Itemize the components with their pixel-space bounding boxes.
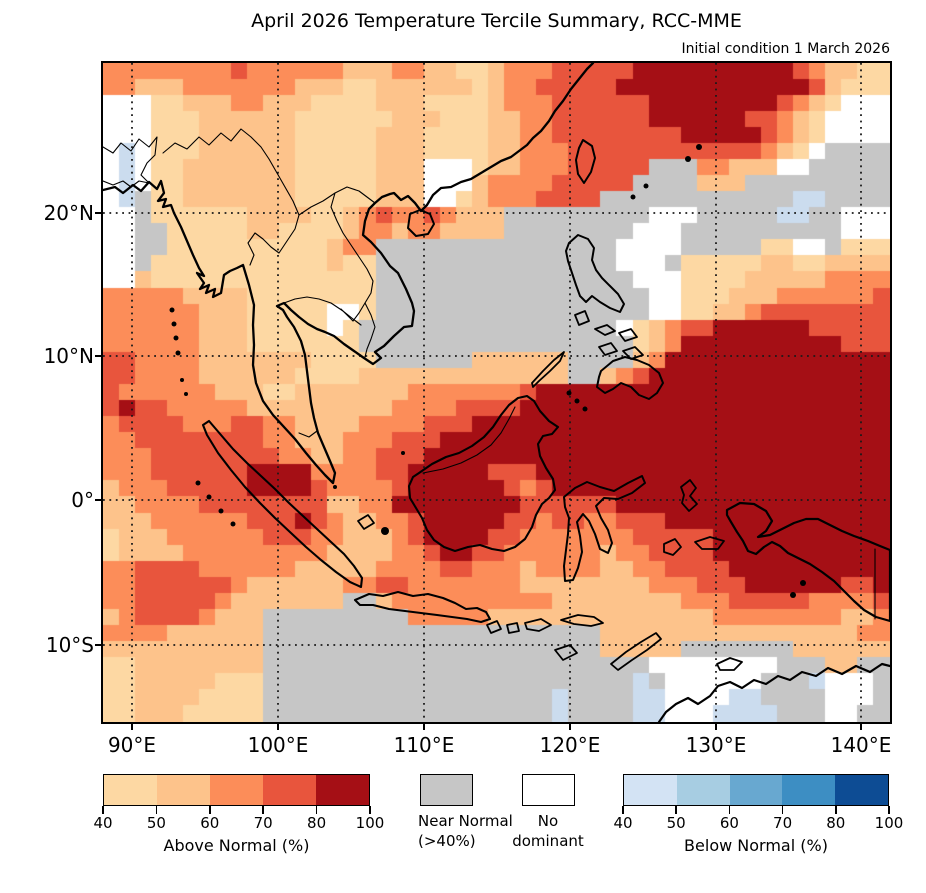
colorbar-tick-label: 50: [666, 814, 686, 832]
colorbar-tick: [675, 806, 677, 814]
colorbar-tick: [102, 806, 104, 814]
axis-tick: [131, 724, 133, 730]
near-normal-label-line1: Near Normal: [418, 812, 513, 830]
colorbar-tick-label: 80: [826, 814, 846, 832]
x-tick-label-1: 100°E: [247, 733, 309, 757]
below-normal-colorbar: [623, 774, 889, 806]
coastline-java: [353, 590, 492, 624]
axis-tick: [95, 644, 101, 646]
coastline-flores: [560, 614, 604, 627]
colorbar-tick: [369, 806, 371, 814]
colorbar-tick-label: 50: [146, 814, 166, 832]
coastline-borneo: [407, 394, 560, 553]
legend-below-normal: 40 50 60 70 80 100 Below Normal (%): [613, 774, 903, 855]
y-tick-label-2: 0°: [71, 488, 94, 512]
axis-tick: [423, 724, 425, 730]
near-normal-label-line2: (>40%): [418, 832, 476, 850]
coastline-mainland-asia: [103, 63, 595, 485]
no-dominant-swatch: [522, 774, 575, 806]
colorbar-tick-label: 60: [719, 814, 739, 832]
map-area: [101, 61, 892, 724]
colorbar-segment-2: [729, 775, 783, 805]
colorbar-tick-label: 70: [253, 814, 273, 832]
no-dominant-label-line2: dominant: [512, 832, 584, 850]
x-tick-label-2: 110°E: [393, 733, 455, 757]
axis-tick: [569, 724, 571, 730]
map-overlay: [103, 63, 890, 722]
colorbar-tick: [209, 806, 211, 814]
axis-tick: [95, 355, 101, 357]
colorbar-tick-label: 40: [93, 814, 113, 832]
coastline-mindoro: [574, 310, 590, 326]
figure-title: April 2026 Temperature Tercile Summary, …: [251, 10, 742, 32]
coastline-bangka-belitung: [357, 514, 375, 530]
coastline-timor: [610, 632, 662, 671]
y-tick-label-1: 10°N: [43, 344, 94, 368]
island-dots: [169, 144, 806, 598]
axis-tick: [277, 724, 279, 730]
coastline-seram: [694, 536, 725, 550]
y-tick-label-0: 20°N: [43, 201, 94, 225]
colorbar-tick: [728, 806, 731, 814]
country-borders: [103, 128, 876, 620]
colorbar-segment-1: [157, 775, 210, 805]
colorbar-segment-2: [210, 775, 263, 805]
colorbar-tick: [262, 806, 264, 814]
x-tick-label-3: 120°E: [539, 733, 601, 757]
colorbar-segment-3: [263, 775, 316, 805]
coastlines: [103, 63, 890, 722]
colorbar-tick-label: 100: [874, 814, 904, 832]
figure-subtitle: Initial condition 1 March 2026: [681, 41, 890, 57]
colorbar-tick: [835, 806, 837, 814]
colorbar-segment-4: [835, 775, 888, 805]
coastline-mindanao: [596, 356, 664, 400]
legend-above-title: Above Normal (%): [163, 836, 310, 855]
y-tick-label-3: 10°S: [45, 633, 94, 657]
colorbar-tick: [622, 806, 624, 814]
colorbar-tick-label: 60: [200, 814, 220, 832]
colorbar-tick-label: 70: [773, 814, 793, 832]
colorbar-tick-label: 100: [355, 814, 385, 832]
coastline-hainan: [407, 209, 435, 237]
axis-tick: [860, 724, 862, 730]
colorbar-tick: [888, 806, 890, 814]
colorbar-segment-0: [104, 775, 157, 805]
legend-below-title: Below Normal (%): [684, 836, 828, 855]
coastline-halmahera: [680, 479, 698, 512]
colorbar-segment-4: [316, 775, 369, 805]
graticule-gridlines: [103, 63, 890, 722]
legend-above-normal: 40 50 60 70 80 100 Above Normal (%): [93, 774, 384, 855]
colorbar-segment-0: [624, 775, 677, 805]
colorbar-tick-label: 40: [613, 814, 633, 832]
coastline-melville-island: [716, 657, 743, 671]
near-normal-swatch: [420, 774, 473, 806]
x-tick-label-4: 130°E: [685, 733, 747, 757]
colorbar-segment-1: [676, 775, 730, 805]
coastline-luzon: [565, 234, 625, 313]
coastline-lesser-sunda: [486, 618, 552, 634]
x-tick-label-5: 140°E: [830, 733, 892, 757]
coastline-sumba: [554, 644, 578, 661]
coastline-taiwan: [575, 139, 596, 184]
colorbar-tick: [315, 806, 318, 814]
colorbar-segment-3: [782, 775, 836, 805]
colorbar-tick: [781, 806, 784, 814]
colorbar-tick: [155, 806, 158, 814]
tercile-grid-canvas: [103, 63, 890, 722]
no-dominant-label-line1: No: [537, 812, 559, 830]
coastline-palawan: [531, 351, 565, 388]
coastline-sulawesi: [563, 475, 646, 582]
coastline-australia: [657, 662, 890, 722]
axis-tick: [95, 499, 101, 501]
coastline-visayas: [594, 324, 644, 360]
x-tick-label-0: 90°E: [107, 733, 157, 757]
axis-tick: [715, 724, 717, 730]
coastline-buru: [663, 538, 682, 556]
coastline-papua: [725, 501, 890, 623]
above-normal-colorbar: [103, 774, 370, 806]
axis-tick: [95, 212, 101, 214]
colorbar-tick-label: 80: [307, 814, 327, 832]
coastline-sumatra: [201, 419, 364, 589]
